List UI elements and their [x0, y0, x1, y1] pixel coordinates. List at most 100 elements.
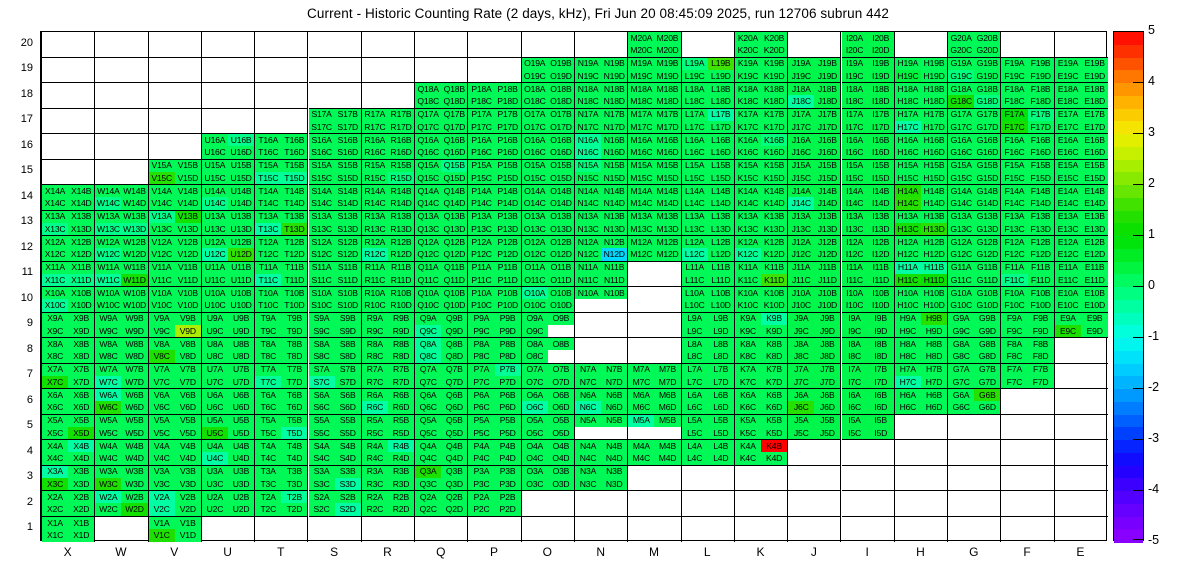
module-O13B[interactable]: O13B: [547, 210, 574, 223]
module-T9C[interactable]: T9C: [255, 324, 282, 337]
grid-cell-J17[interactable]: J17A J17B J17C J17D: [788, 108, 842, 134]
grid-cell-X9[interactable]: X9A X9B X9C X9D: [42, 312, 96, 338]
module-O5C[interactable]: O5C: [521, 426, 548, 439]
module-G8B[interactable]: G8B: [974, 338, 1001, 351]
module-W4C[interactable]: W4C: [95, 452, 122, 465]
grid-cell-W17[interactable]: [95, 108, 149, 134]
module-O19A[interactable]: O19A: [521, 57, 548, 70]
module-O11B[interactable]: O11B: [547, 261, 574, 274]
module-U16D[interactable]: U16D: [228, 146, 255, 159]
grid-cell-X12[interactable]: X12A X12B X12C X12D: [42, 236, 96, 262]
grid-cell-H19[interactable]: H19A H19B H19C H19D: [894, 57, 949, 83]
module-U6B[interactable]: U6B: [228, 389, 255, 402]
module-H13A[interactable]: H13A: [894, 210, 921, 223]
module-M16C[interactable]: M16C: [628, 146, 655, 159]
module-U13D[interactable]: U13D: [228, 222, 255, 235]
grid-cell-E7[interactable]: [1054, 364, 1108, 389]
module-P14C[interactable]: P14C: [468, 197, 495, 210]
grid-cell-I13[interactable]: I13A I13B I13C I13D: [841, 210, 895, 236]
module-H7B[interactable]: H7B: [920, 363, 948, 376]
module-R17C[interactable]: R17C: [361, 120, 388, 133]
module-K20C[interactable]: K20C: [734, 44, 762, 57]
module-T13B[interactable]: T13B: [281, 210, 308, 223]
module-I13C[interactable]: I13C: [841, 222, 868, 235]
grid-cell-F14[interactable]: F14A F14B F14C F14D: [1001, 185, 1055, 211]
module-S3D[interactable]: S3D: [334, 477, 361, 490]
module-R3A[interactable]: R3A: [361, 465, 388, 478]
grid-cell-E11[interactable]: E11A E11B E11C E11D: [1054, 261, 1108, 287]
grid-cell-V16[interactable]: [148, 134, 202, 160]
module-U10D[interactable]: U10D: [228, 299, 255, 312]
module-T14B[interactable]: T14B: [281, 185, 308, 198]
grid-cell-R19[interactable]: [361, 57, 416, 83]
module-K20A[interactable]: K20A: [734, 32, 762, 45]
module-I14C[interactable]: I14C: [841, 197, 868, 210]
module-P10A[interactable]: P10A: [468, 287, 495, 300]
module-I7B[interactable]: I7B: [867, 363, 894, 376]
module-L19B[interactable]: L19B: [707, 57, 734, 70]
module-V4C[interactable]: V4C: [148, 452, 175, 465]
grid-cell-F7[interactable]: F7A F7B F7C F7D: [1001, 363, 1055, 389]
module-L5D[interactable]: L5D: [707, 426, 734, 439]
module-R17D[interactable]: R17D: [387, 120, 415, 133]
module-U15B[interactable]: U15B: [228, 159, 255, 172]
module-L18A[interactable]: L18A: [681, 83, 708, 96]
module-S8A[interactable]: S8A: [308, 338, 335, 351]
module-U7C[interactable]: U7C: [201, 375, 229, 388]
module-U12D[interactable]: U12D: [228, 248, 255, 261]
module-F9B[interactable]: F9B: [1027, 312, 1054, 325]
module-E13B[interactable]: E13B: [1081, 210, 1108, 223]
module-R17A[interactable]: R17A: [361, 108, 388, 121]
module-J5C[interactable]: J5C: [788, 426, 815, 439]
grid-cell-J7[interactable]: J7A J7B J7C J7D: [788, 363, 842, 389]
module-R7C[interactable]: R7C: [361, 375, 388, 388]
module-J15D[interactable]: J15D: [814, 171, 841, 184]
grid-cell-Q11[interactable]: Q11A Q11B Q11C Q11D: [415, 261, 469, 287]
module-M13B[interactable]: M13B: [654, 210, 681, 223]
module-L10C[interactable]: L10C: [681, 299, 708, 312]
module-H18C[interactable]: H18C: [894, 95, 921, 108]
module-V14A[interactable]: V14A: [148, 185, 175, 198]
module-J15B[interactable]: J15B: [814, 159, 841, 172]
module-F8C[interactable]: F8C: [1001, 350, 1028, 363]
grid-cell-O19[interactable]: O19A O19B O19C O19D: [521, 57, 575, 83]
grid-cell-N1[interactable]: [575, 516, 629, 542]
grid-cell-X14[interactable]: X14A X14B X14C X14D: [42, 185, 96, 211]
grid-cell-P20[interactable]: [468, 32, 522, 58]
module-J17B[interactable]: J17B: [814, 108, 841, 121]
grid-cell-F8[interactable]: F8A F8B F8C F8D: [1001, 338, 1055, 364]
grid-cell-I19[interactable]: I19A I19B I19C I19D: [841, 57, 895, 83]
module-T2D[interactable]: T2D: [281, 503, 308, 516]
grid-cell-T10[interactable]: T10A T10B T10C T10D: [255, 287, 309, 313]
grid-cell-T14[interactable]: T14A T14B T14C T14D: [255, 185, 309, 211]
module-O18A[interactable]: O18A: [521, 83, 548, 96]
grid-cell-F2[interactable]: [1001, 491, 1055, 517]
module-R9D[interactable]: R9D: [387, 324, 415, 337]
module-S10C[interactable]: S10C: [308, 299, 335, 312]
module-E9C[interactable]: E9C: [1054, 324, 1082, 337]
module-E13C[interactable]: E13C: [1054, 222, 1082, 235]
module-Q10D[interactable]: Q10D: [441, 299, 468, 312]
module-V8C[interactable]: V8C: [148, 350, 175, 363]
module-F19C[interactable]: F19C: [1001, 69, 1028, 82]
module-O5A[interactable]: O5A: [521, 414, 548, 427]
module-K17D[interactable]: K17D: [761, 120, 788, 133]
module-T4D[interactable]: T4D: [281, 452, 308, 465]
module-X12D[interactable]: X12D: [68, 248, 95, 261]
grid-cell-U10[interactable]: U10A U10B U10C U10D: [201, 287, 256, 313]
module-I17C[interactable]: I17C: [841, 120, 868, 133]
grid-cell-W5[interactable]: W5A W5B W5C W5D: [95, 414, 149, 440]
module-I12C[interactable]: I12C: [841, 248, 868, 261]
module-F13B[interactable]: F13B: [1027, 210, 1054, 223]
module-N18A[interactable]: N18A: [575, 83, 602, 96]
module-I20B[interactable]: I20B: [867, 32, 894, 45]
module-I13A[interactable]: I13A: [841, 210, 868, 223]
module-U2D[interactable]: U2D: [228, 503, 255, 516]
grid-cell-M8[interactable]: [628, 338, 682, 364]
module-W12D[interactable]: W12D: [121, 248, 148, 261]
module-L15C[interactable]: L15C: [681, 171, 708, 184]
module-U4B[interactable]: U4B: [228, 440, 255, 453]
module-V6D[interactable]: V6D: [174, 401, 201, 414]
module-R11C[interactable]: R11C: [361, 273, 388, 286]
module-X14B[interactable]: X14B: [68, 185, 95, 198]
